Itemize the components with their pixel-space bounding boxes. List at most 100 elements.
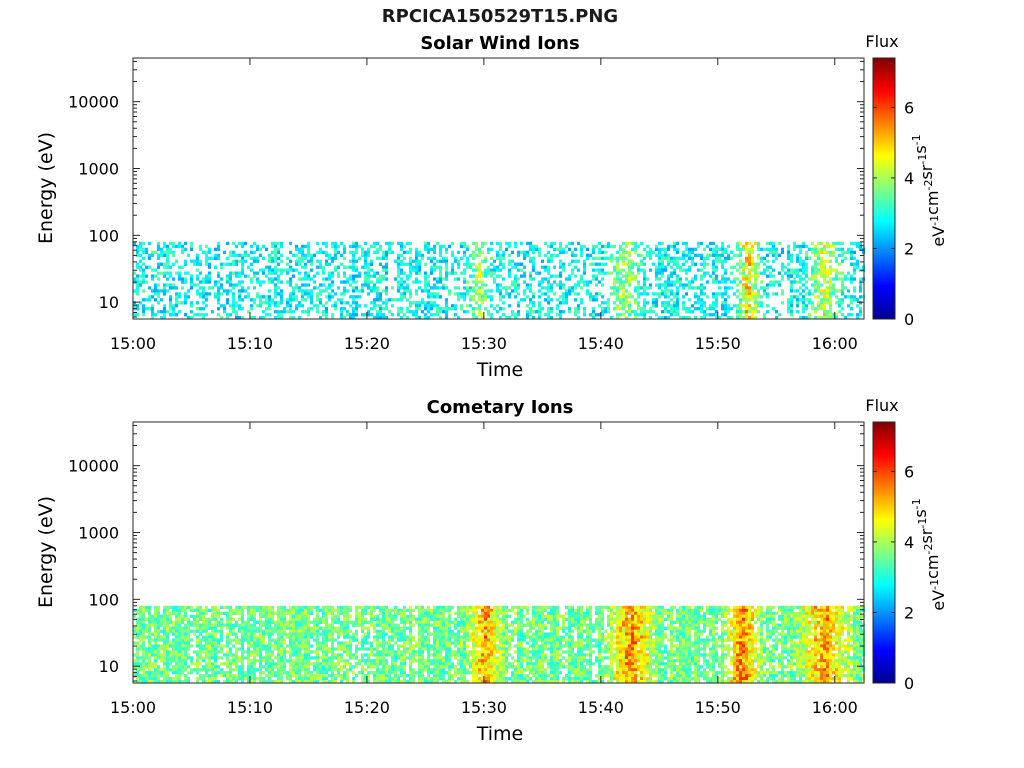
flux-cell: [628, 265, 631, 269]
flux-cell: [430, 265, 433, 269]
flux-cell: [307, 650, 310, 654]
flux-cell: [184, 626, 187, 630]
flux-cell: [145, 265, 148, 269]
flux-cell: [148, 617, 151, 621]
flux-cell: [802, 298, 805, 302]
flux-cell: [265, 653, 268, 657]
flux-cell: [265, 313, 268, 317]
flux-cell: [196, 641, 199, 645]
flux-cell: [481, 286, 484, 290]
flux-cell: [766, 268, 769, 272]
flux-cell: [673, 259, 676, 263]
flux-cell: [223, 289, 226, 293]
flux-cell: [538, 289, 541, 293]
flux-cell: [343, 644, 346, 648]
flux-cell: [274, 250, 277, 254]
flux-cell: [523, 250, 526, 254]
flux-cell: [238, 241, 241, 246]
flux-cell: [808, 301, 811, 305]
flux-cell: [466, 304, 469, 308]
flux-cell: [649, 247, 652, 251]
flux-cell: [256, 280, 259, 284]
flux-cell: [820, 247, 823, 251]
flux-cell: [277, 247, 280, 251]
flux-cell: [211, 611, 214, 615]
flux-cell: [361, 668, 364, 672]
flux-cell: [241, 244, 244, 249]
flux-cell: [475, 277, 478, 281]
flux-cell: [286, 620, 289, 624]
flux-cell: [307, 626, 310, 630]
flux-cell: [331, 638, 334, 642]
flux-cell: [748, 262, 751, 266]
flux-cell: [574, 313, 577, 317]
flux-cell: [745, 301, 748, 305]
flux-cell: [643, 292, 646, 296]
flux-cell: [397, 629, 400, 633]
flux-cell: [793, 271, 796, 275]
flux-cell: [166, 605, 169, 610]
flux-cell: [166, 641, 169, 645]
flux-cell: [385, 605, 388, 610]
flux-cell: [352, 656, 355, 660]
flux-cell: [397, 680, 400, 684]
flux-cell: [736, 313, 739, 317]
flux-cell: [220, 316, 223, 320]
flux-cell: [253, 641, 256, 645]
flux-cell: [757, 271, 760, 275]
flux-cell: [199, 632, 202, 636]
flux-cell: [592, 298, 595, 302]
flux-cell: [409, 626, 412, 630]
flux-cell: [532, 244, 535, 249]
flux-cell: [211, 635, 214, 639]
flux-cell: [631, 262, 634, 266]
flux-cell: [343, 605, 346, 610]
flux-cell: [583, 283, 586, 287]
flux-cell: [241, 256, 244, 260]
flux-cell: [373, 304, 376, 308]
flux-cell: [169, 274, 172, 278]
flux-cell: [355, 241, 358, 246]
flux-cell: [352, 253, 355, 257]
flux-cell: [553, 241, 556, 246]
flux-cell: [859, 286, 862, 290]
flux-cell: [388, 629, 391, 633]
flux-cell: [301, 614, 304, 618]
flux-cell: [364, 259, 367, 263]
flux-cell: [199, 262, 202, 266]
flux-cell: [406, 626, 409, 630]
flux-cell: [688, 268, 691, 272]
flux-cell: [604, 262, 607, 266]
flux-cell: [394, 650, 397, 654]
flux-cell: [133, 641, 136, 645]
flux-cell: [451, 262, 454, 266]
flux-cell: [790, 310, 793, 314]
flux-cell: [322, 632, 325, 636]
flux-cell: [352, 313, 355, 317]
flux-cell: [313, 662, 316, 666]
flux-cell: [298, 611, 301, 615]
flux-cell: [277, 629, 280, 633]
flux-cell: [241, 259, 244, 263]
flux-cell: [631, 277, 634, 281]
flux-cell: [325, 253, 328, 257]
flux-cell: [283, 629, 286, 633]
flux-cell: [469, 289, 472, 293]
flux-cell: [376, 662, 379, 666]
flux-cell: [178, 680, 181, 684]
flux-cell: [340, 680, 343, 684]
flux-cell: [358, 289, 361, 293]
flux-cell: [799, 259, 802, 263]
flux-cell: [400, 629, 403, 633]
flux-cell: [274, 623, 277, 627]
flux-cell: [457, 298, 460, 302]
flux-cell: [352, 307, 355, 311]
flux-cell: [418, 262, 421, 266]
flux-cell: [340, 623, 343, 627]
flux-cell: [181, 647, 184, 651]
flux-cell: [139, 611, 142, 615]
flux-cell: [424, 262, 427, 266]
flux-cell: [481, 298, 484, 302]
flux-cell: [664, 247, 667, 251]
flux-cell: [136, 262, 139, 266]
